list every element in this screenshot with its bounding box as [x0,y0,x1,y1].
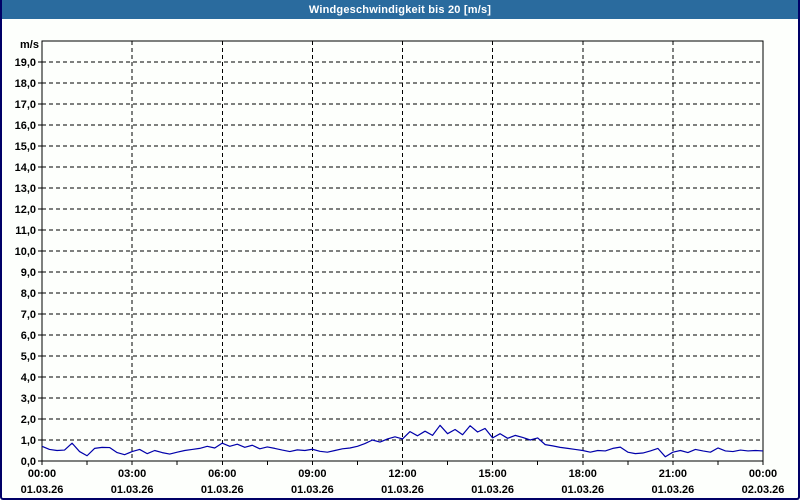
chart-title: Windgeschwindigkeit bis 20 [m/s] [308,3,492,16]
svg-text:1,0: 1,0 [21,435,36,447]
svg-text:0,0: 0,0 [21,456,36,468]
svg-text:7,0: 7,0 [21,309,36,321]
svg-text:13,0: 13,0 [15,183,36,195]
title-bar: Windgeschwindigkeit bis 20 [m/s] [2,0,798,19]
svg-text:6,0: 6,0 [21,330,36,342]
svg-text:12,0: 12,0 [15,204,36,216]
svg-text:00:00: 00:00 [28,468,56,480]
svg-text:03:00: 03:00 [118,468,146,480]
svg-text:5,0: 5,0 [21,351,36,363]
svg-text:12:00: 12:00 [388,468,416,480]
svg-text:01.03.26: 01.03.26 [381,484,424,496]
svg-text:01.03.26: 01.03.26 [21,484,64,496]
svg-text:15:00: 15:00 [479,468,507,480]
svg-text:01.03.26: 01.03.26 [651,484,694,496]
svg-text:21:00: 21:00 [659,468,687,480]
svg-text:02.03.26: 02.03.26 [742,484,785,496]
svg-text:8,0: 8,0 [21,288,36,300]
svg-text:2,0: 2,0 [21,414,36,426]
svg-text:06:00: 06:00 [208,468,236,480]
svg-text:m/s: m/s [20,39,39,51]
svg-text:18,0: 18,0 [15,78,36,90]
svg-text:01.03.26: 01.03.26 [471,484,514,496]
svg-text:01.03.26: 01.03.26 [201,484,244,496]
svg-text:17,0: 17,0 [15,99,36,111]
svg-text:16,0: 16,0 [15,120,36,132]
svg-text:01.03.26: 01.03.26 [111,484,154,496]
svg-text:19,0: 19,0 [15,57,36,69]
svg-text:18:00: 18:00 [569,468,597,480]
svg-text:15,0: 15,0 [15,141,36,153]
svg-text:00:00: 00:00 [749,468,777,480]
svg-text:9,0: 9,0 [21,267,36,279]
svg-text:09:00: 09:00 [298,468,326,480]
svg-text:14,0: 14,0 [15,162,36,174]
svg-text:11,0: 11,0 [15,225,36,237]
svg-text:3,0: 3,0 [21,393,36,405]
svg-text:01.03.26: 01.03.26 [291,484,334,496]
svg-text:01.03.26: 01.03.26 [561,484,604,496]
svg-text:4,0: 4,0 [21,372,36,384]
svg-text:10,0: 10,0 [15,246,36,258]
